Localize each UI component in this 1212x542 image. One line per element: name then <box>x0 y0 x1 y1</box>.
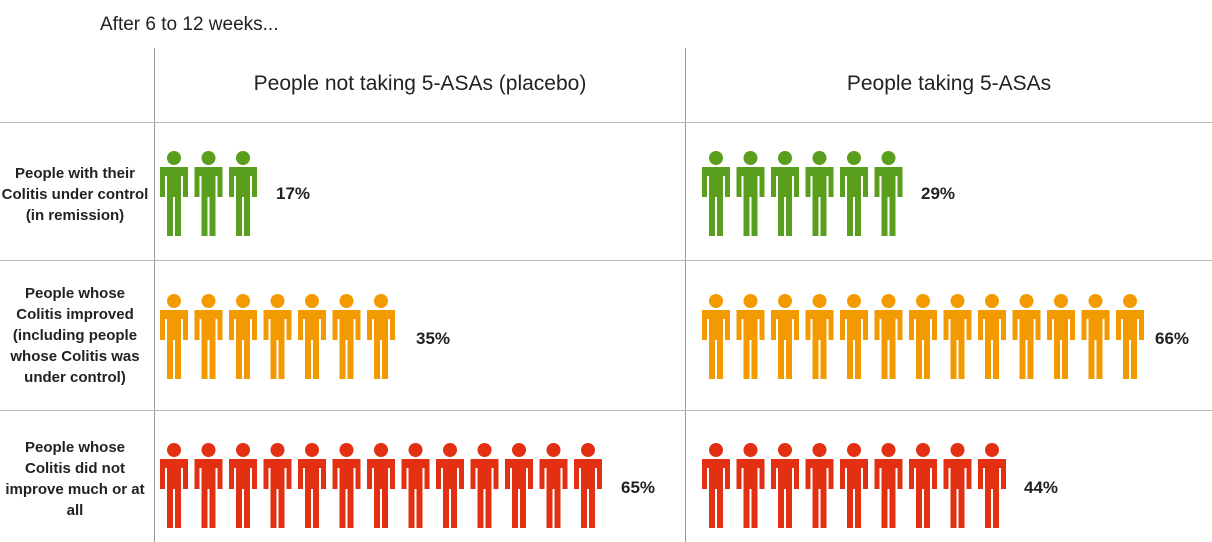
people-icons-not-improved-placebo <box>160 443 602 528</box>
person-icon <box>574 443 602 528</box>
person-icon <box>539 443 568 528</box>
column-divider-left <box>154 48 155 542</box>
person-icon <box>874 151 903 236</box>
person-icon <box>298 294 326 379</box>
person-icon <box>805 294 834 379</box>
value-label-improved-5asa: 66% <box>1155 329 1190 348</box>
person-icon <box>771 294 799 379</box>
person-icon <box>909 294 937 379</box>
row-label-remission: People with their Colitis under control … <box>1 164 149 224</box>
person-icon <box>401 443 430 528</box>
person-icon <box>771 443 799 528</box>
person-icon <box>367 443 395 528</box>
people-icons-remission-placebo <box>160 151 257 236</box>
column-divider-middle <box>685 48 686 542</box>
person-icon <box>160 443 188 528</box>
person-icon <box>263 294 292 379</box>
person-icon <box>874 443 903 528</box>
person-icon <box>736 443 765 528</box>
person-icon <box>194 294 223 379</box>
person-icon <box>943 294 972 379</box>
person-icon <box>840 151 868 236</box>
person-icon <box>332 443 361 528</box>
value-label-remission-5asa: 29% <box>921 184 956 203</box>
person-icon <box>160 294 188 379</box>
person-icon <box>229 443 257 528</box>
chart-title: After 6 to 12 weeks... <box>100 14 279 35</box>
value-label-not-improved-placebo: 65% <box>621 478 656 497</box>
people-icons-improved-placebo <box>160 294 395 379</box>
column-header-5asa: People taking 5-ASAs <box>846 72 1052 95</box>
people-icons-not-improved-5asa <box>702 443 1006 528</box>
row-label-improved: People whose Colitis improved (including… <box>10 284 140 386</box>
value-label-not-improved-5asa: 44% <box>1024 478 1059 497</box>
person-icon <box>771 151 799 236</box>
person-icon <box>436 443 464 528</box>
person-icon <box>943 443 972 528</box>
person-icon <box>909 443 937 528</box>
person-icon <box>229 294 257 379</box>
people-icons-remission-5asa <box>702 151 903 236</box>
person-icon <box>702 294 730 379</box>
person-icon <box>805 151 834 236</box>
person-icon <box>263 443 292 528</box>
person-icon <box>736 294 765 379</box>
person-icon <box>194 443 223 528</box>
person-icon <box>505 443 533 528</box>
person-icon <box>1012 294 1041 379</box>
person-icon <box>805 443 834 528</box>
person-icon <box>840 294 868 379</box>
person-icon <box>702 443 730 528</box>
person-icon <box>736 151 765 236</box>
person-icon <box>1116 294 1144 379</box>
person-icon <box>367 294 395 379</box>
person-icon <box>160 151 188 236</box>
person-icon <box>840 443 868 528</box>
row-label-not-improved: People whose Colitis did not improve muc… <box>5 439 145 519</box>
value-label-improved-placebo: 35% <box>416 329 451 348</box>
header-divider <box>0 122 1212 123</box>
person-icon <box>978 294 1006 379</box>
row-divider-2 <box>0 410 1212 411</box>
person-icon <box>194 151 223 236</box>
person-icon <box>702 151 730 236</box>
person-icon <box>1081 294 1110 379</box>
person-icon <box>978 443 1006 528</box>
person-icon <box>332 294 361 379</box>
person-icon <box>1047 294 1075 379</box>
person-icon <box>229 151 257 236</box>
person-icon <box>298 443 326 528</box>
person-icon <box>470 443 499 528</box>
row-divider-1 <box>0 260 1212 261</box>
value-label-remission-placebo: 17% <box>276 184 311 203</box>
person-icon <box>874 294 903 379</box>
column-header-placebo: People not taking 5-ASAs (placebo) <box>253 72 587 95</box>
people-icons-improved-5asa <box>702 294 1144 379</box>
